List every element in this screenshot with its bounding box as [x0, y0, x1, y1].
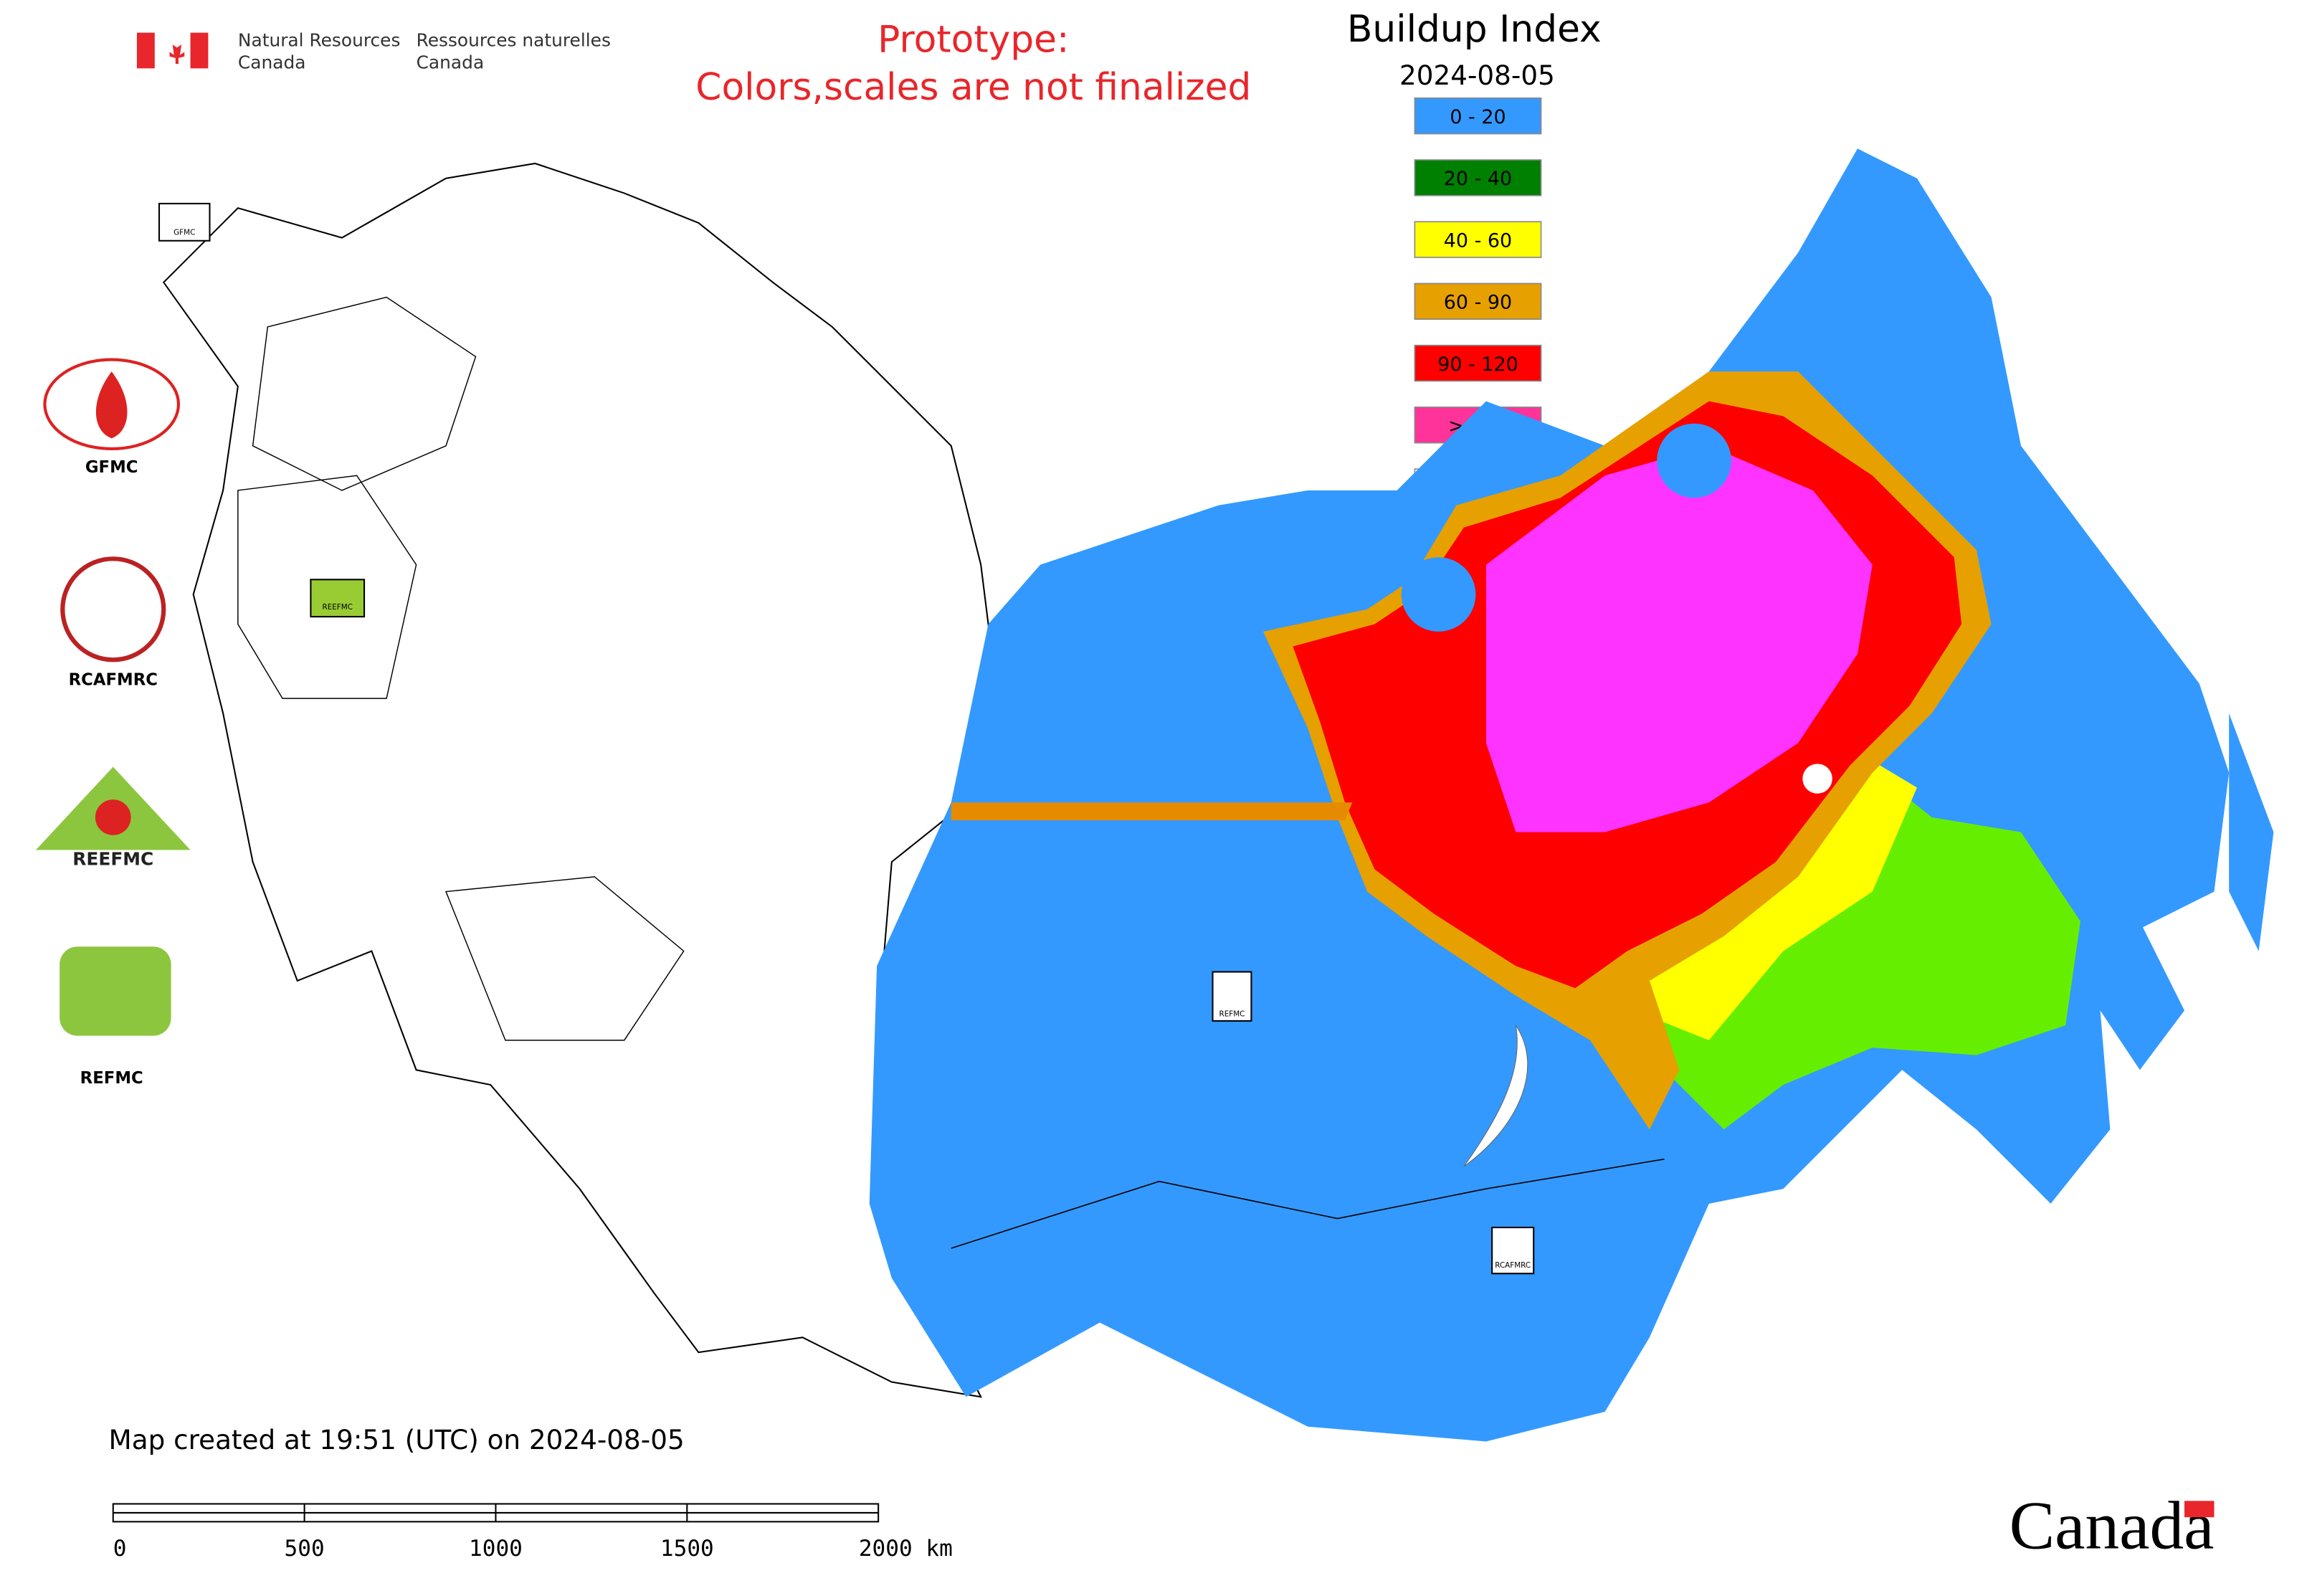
index-over-120: [1485, 445, 1873, 832]
gfmc-flame: [95, 371, 128, 439]
scale-label: 0: [113, 1536, 127, 1562]
dept-fr: Canada: [417, 52, 485, 72]
flag-band: [136, 32, 155, 69]
marker-label: RCAFMRC: [1495, 1261, 1531, 1270]
no-data-disc: [1802, 764, 1832, 794]
legend-title: Buildup Index: [1347, 8, 1602, 51]
logo-label: RCAFMRC: [69, 670, 158, 689]
logo-label: REEFMC: [72, 848, 153, 869]
marker-label: REFMC: [1219, 1010, 1245, 1019]
flag-band: [190, 32, 209, 69]
no-data-disc: [1401, 557, 1476, 632]
dept-fr: Ressources naturelles: [417, 29, 611, 50]
marker-label: GFMC: [173, 228, 195, 237]
region-borders: [237, 296, 685, 1041]
scale-bar: 0 500 1000 1500 2000 km: [112, 1503, 953, 1562]
legend-label: 20 - 40: [1444, 168, 1512, 190]
canada-wordmark: Canada: [2010, 1488, 2215, 1564]
legend-label: 0 - 20: [1450, 106, 1506, 128]
border-line: [951, 1158, 1665, 1249]
reefmc-flame: [95, 799, 131, 835]
logo-label: REFMC: [80, 1069, 143, 1088]
legend-date: 2024-08-05: [1399, 60, 1555, 91]
marker-label: REEFMC: [323, 603, 353, 612]
artifact-band: [951, 802, 1353, 821]
wordmark-flag: [2184, 1501, 2215, 1518]
dept-en: Natural Resources: [238, 29, 401, 50]
partner-logos: GFMC RCAFMRC REEFMC REFMC: [35, 358, 191, 1088]
legend-swatch: [1414, 282, 1542, 320]
dept-en: Canada: [238, 52, 306, 72]
logo-label: GFMC: [85, 458, 138, 477]
refmc-logo: [60, 946, 171, 1036]
scale-label: 500: [285, 1536, 325, 1562]
maple-leaf: [169, 38, 185, 65]
marker-box: [1491, 1226, 1535, 1275]
marker-box: [310, 579, 366, 618]
marker-box: [1212, 971, 1252, 1022]
rcafmrc-logo: [60, 556, 166, 662]
legend-swatch: [1414, 97, 1542, 135]
legend-label: 60 - 90: [1444, 292, 1512, 314]
scale-label: 1500: [660, 1536, 714, 1562]
legend-swatch: [1414, 221, 1542, 258]
marker-box: [158, 202, 211, 242]
created-note: Map created at 19:51 (UTC) on 2024-08-05: [109, 1424, 685, 1455]
prototype-note: Colors,scales are not finalized: [695, 66, 1251, 109]
legend-label: 90 - 120: [1437, 353, 1518, 376]
lake-baikal: [1463, 1025, 1528, 1167]
nrcan-signature: Natural Resources Canada Ressources natu…: [136, 29, 611, 72]
no-data-disc: [1657, 423, 1731, 498]
scale-label: 2000 km: [859, 1536, 953, 1562]
scale-label: 1000: [469, 1536, 523, 1562]
legend-swatch: [1414, 344, 1542, 382]
prototype-note: Prototype:: [877, 19, 1069, 62]
legend-label: 40 - 60: [1444, 229, 1512, 252]
map-markers: GFMC REEFMC REFMC RCAFMRC: [158, 202, 1535, 1275]
legend-swatch: [1414, 159, 1542, 196]
